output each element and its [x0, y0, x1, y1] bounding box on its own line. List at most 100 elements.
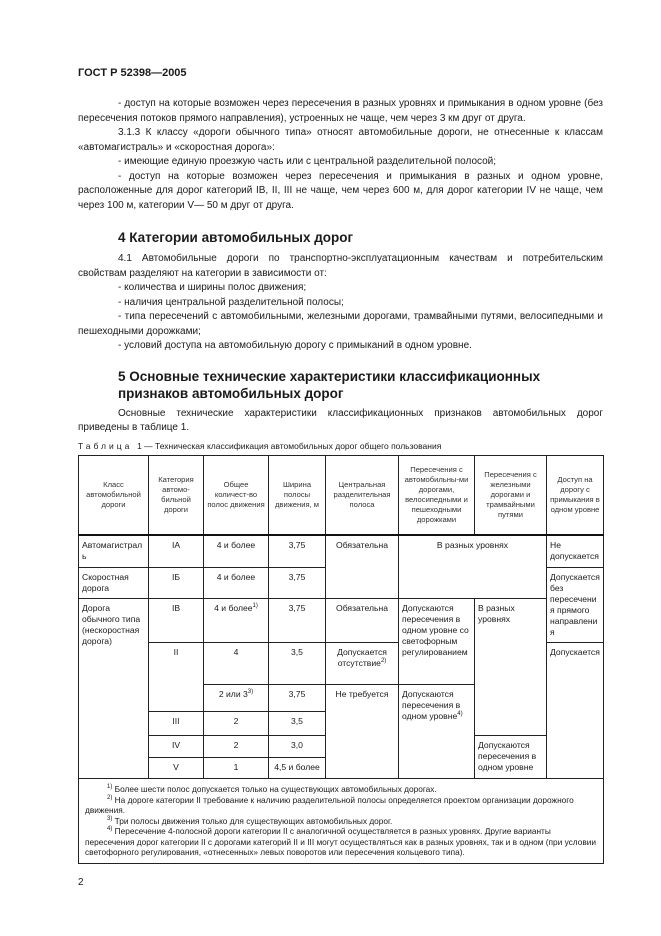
footnote: 2) На дороге категории II требование к н…	[85, 795, 597, 816]
cell-text: 2	[233, 716, 239, 726]
footnote-marker: 2)	[107, 794, 113, 801]
cell-text: В разных уровнях	[478, 603, 515, 624]
table-cell: 4 и более	[203, 534, 269, 568]
document-page: ГОСТ Р 52398—2005 - доступ на которые во…	[78, 66, 604, 890]
table-cell: Автомагистраль	[78, 534, 149, 568]
column-header: Центральная разделительная полоса	[325, 454, 399, 536]
footnote-marker: 2)	[380, 658, 387, 665]
table-header-row: Класс автомобильной дороги Категория авто…	[78, 454, 604, 536]
paragraph: - доступ на которые возможен через перес…	[78, 170, 603, 211]
classification-table: Класс автомобильной дороги Категория авто…	[78, 454, 604, 864]
cell-text: Допускается отсутствие	[337, 647, 387, 668]
table-footnotes: 1) Более шести полос допускается только …	[78, 778, 604, 864]
cell-text: 2	[233, 740, 239, 750]
cell-text: IБ	[171, 572, 181, 582]
table-cell: Обязательна	[325, 598, 399, 643]
paragraph: - доступ на которые возможен через перес…	[78, 98, 603, 124]
table-cell: 2	[203, 735, 269, 758]
column-header: Класс автомобильной дороги	[78, 454, 149, 536]
table-cell: 4,5 и более	[268, 757, 326, 779]
section-heading: 5 Основные технические характеристики кл…	[118, 368, 541, 401]
footnote-marker: 1)	[252, 603, 258, 610]
paragraph: 3.1.3 К классу «дороги обычного типа» от…	[78, 127, 603, 153]
table-cell: 3,75	[268, 567, 326, 599]
cell-text: 3,75	[288, 689, 306, 699]
footnote-marker: 4)	[457, 711, 463, 718]
table-cell: Допускаются пересечения в одном уровне4)	[398, 684, 475, 779]
table-cell: Допускается	[546, 642, 604, 779]
footnote-marker: 3)	[247, 689, 254, 696]
table-cell: IБ	[148, 567, 204, 599]
table-caption-text: 1 — Техническая классификация автомобиль…	[137, 440, 442, 451]
paragraph: Основные технические характеристики клас…	[78, 407, 603, 434]
footnote-marker: 4)	[107, 826, 113, 833]
table-cell: 3,5	[268, 711, 326, 736]
cell-text: Допускается без пересечения прямого напр…	[550, 572, 600, 637]
table-cell: Обязательна	[325, 534, 399, 599]
paragraph: - типа пересечений с автомобильными, жел…	[78, 311, 603, 337]
table-cell: 4 и более1)	[203, 598, 269, 643]
table-row: 2 или 33) 3,75 Не требуется Допускаются пер…	[79, 684, 604, 779]
footnote-marker: 1)	[107, 784, 113, 791]
table-cell: 3,0	[268, 735, 326, 758]
table-cell: 2	[203, 711, 269, 736]
cell-text: В разных уровнях	[436, 539, 509, 550]
column-header: Общее количест-во полос движения	[203, 454, 269, 536]
table-cell: Допускаются пересечения в одном уровне	[474, 735, 547, 779]
table-cell: Допускаются пересечения в одном уровне с…	[398, 598, 475, 685]
table-cell: Не допускается	[546, 534, 604, 568]
cell-text: 3,75	[288, 572, 306, 582]
cell-text: IB	[171, 603, 181, 613]
table-cell: 3,75	[268, 534, 326, 568]
table-footnotes-row: 1) Более шести полос допускается только …	[78, 778, 604, 864]
cell-text: 3,5	[291, 716, 303, 726]
paragraph: - имеющие единую проезжую часть или с це…	[118, 156, 497, 167]
paragraph: - наличия центральной разделительной пол…	[118, 296, 344, 308]
cell-text: 3,0	[291, 740, 303, 750]
footnote-text: Три полосы движения только для существую…	[114, 815, 393, 826]
cell-text: 3,5	[291, 647, 303, 657]
table-cell: Дорога обычного типа (нескоростная дорог…	[78, 598, 149, 779]
footnote-text: Более шести полос допускается только на …	[114, 784, 437, 794]
table-cell: V	[148, 757, 204, 779]
cell-text: 4	[233, 647, 239, 657]
paragraph: - количества и ширины полос движения;	[118, 282, 307, 293]
footnote-marker: 3)	[107, 815, 113, 822]
cell-text: Не допускается	[550, 539, 599, 561]
table-cell: III	[148, 711, 204, 736]
cell-text: 4,5 и более	[274, 762, 320, 772]
cell-text: 4 и более	[216, 539, 256, 550]
column-header: Категория автомо-бильной дороги	[148, 454, 204, 536]
table-cell: Допускается без пересечения прямого напр…	[546, 567, 604, 643]
table-cell: II	[148, 642, 204, 712]
table-cell: В разных уровнях	[474, 598, 547, 736]
table-cell: В разных уровнях	[398, 534, 547, 599]
cell-text: 1	[233, 762, 239, 772]
cell-text: Допускается	[550, 647, 600, 657]
cell-text: Скоростная дорога	[82, 572, 129, 593]
section-heading: 4 Категории автомобильных дорог	[118, 230, 354, 245]
cell-text: III	[172, 716, 180, 726]
footnote: 3) Три полосы движения только для сущест…	[85, 816, 597, 827]
table-row: Дорога обычного типа (нескоростная дорог…	[78, 598, 604, 779]
cell-text: 4 и более	[216, 572, 256, 582]
table-cell: Не требуется	[325, 684, 399, 779]
cell-text: Обязательна	[336, 603, 388, 613]
table-cell: 2 или 33)	[203, 684, 269, 712]
footnote-text: На дороге категории II требование к нали…	[85, 794, 574, 816]
footnote-text: Пересечение 4-полосной дороги категории …	[85, 826, 597, 857]
column-header: Ширина полосы движения, м	[268, 454, 326, 536]
table-cell: 1	[203, 757, 269, 779]
cell-text: Дорога обычного типа (нескоростная дорог…	[82, 603, 141, 646]
table-cell: 4 и более	[203, 567, 269, 599]
table-cell: IB	[148, 598, 204, 643]
table-caption-label: Таблица	[78, 440, 133, 451]
table-cell: IA	[148, 534, 204, 568]
footnote: 1) Более шести полос допускается только …	[85, 784, 597, 795]
cell-text: IV	[171, 740, 181, 750]
page-number: 2	[78, 876, 84, 888]
cell-text: Допускаются пересечения в одном уровне	[478, 740, 537, 772]
table-row: II 4 3,5 Допускается отсутствие2) Допускаетс…	[79, 642, 604, 779]
cell-text: 3,75	[288, 603, 306, 613]
cell-text: Обязательна	[336, 539, 388, 550]
